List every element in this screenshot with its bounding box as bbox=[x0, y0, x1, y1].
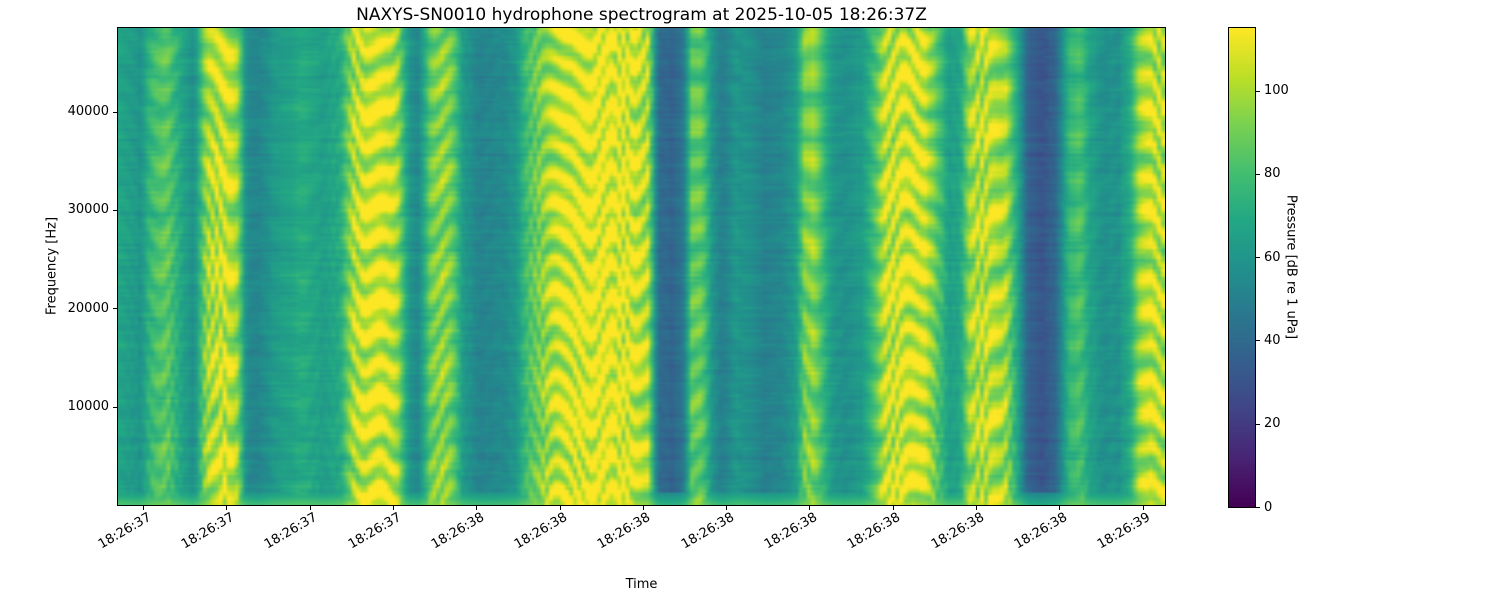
y-axis-tick bbox=[113, 209, 117, 211]
x-axis-tick bbox=[559, 506, 561, 510]
x-axis-tick bbox=[226, 506, 228, 510]
x-axis-tick bbox=[1059, 506, 1061, 510]
colorbar-label: Pressure [dB re 1 uPa] bbox=[1283, 194, 1299, 340]
y-axis-tick bbox=[113, 308, 117, 310]
y-tick-label: 20000 bbox=[67, 300, 109, 316]
x-axis-tick bbox=[726, 506, 727, 510]
x-tick-label: 18:26:38 bbox=[678, 510, 737, 553]
x-tick-label: 18:26:38 bbox=[1011, 510, 1070, 553]
colorbar-tick-label: 0 bbox=[1264, 499, 1273, 515]
colorbar-tick-label: 100 bbox=[1264, 83, 1289, 98]
y-tick-label: 40000 bbox=[67, 104, 109, 120]
x-tick-label: 18:26:38 bbox=[928, 510, 987, 553]
x-tick-label: 18:26:37 bbox=[262, 510, 321, 553]
x-axis-tick bbox=[392, 506, 394, 510]
colorbar-tick-label: 80 bbox=[1264, 166, 1281, 182]
x-tick-label: 18:26:39 bbox=[1094, 510, 1153, 553]
x-axis-tick bbox=[476, 506, 478, 510]
x-tick-label: 18:26:38 bbox=[511, 510, 570, 553]
colorbar-gradient bbox=[1229, 28, 1255, 507]
x-axis-tick bbox=[892, 506, 894, 510]
colorbar-tick bbox=[1256, 90, 1260, 92]
colorbar-tick bbox=[1256, 257, 1260, 259]
colorbar-tick bbox=[1256, 340, 1260, 342]
x-tick-label: 18:26:38 bbox=[595, 510, 654, 553]
x-axis-label: Time bbox=[625, 577, 658, 592]
plot-area bbox=[117, 27, 1166, 506]
x-axis-tick bbox=[642, 506, 644, 510]
y-tick-label: 10000 bbox=[67, 399, 109, 415]
x-axis-tick bbox=[143, 506, 144, 510]
chart-title: NAXYS-SN0010 hydrophone spectrogram at 2… bbox=[356, 5, 927, 25]
colorbar-tick-label: 60 bbox=[1264, 249, 1281, 265]
colorbar-tick bbox=[1256, 507, 1260, 508]
y-axis-tick bbox=[113, 406, 117, 408]
colorbar-tick-label: 20 bbox=[1264, 416, 1281, 432]
colorbar-tick bbox=[1256, 423, 1260, 425]
x-tick-label: 18:26:38 bbox=[845, 510, 904, 553]
colorbar bbox=[1228, 27, 1256, 508]
x-axis-tick bbox=[309, 506, 311, 510]
colorbar-tick-label: 40 bbox=[1264, 332, 1281, 348]
x-axis-tick bbox=[975, 506, 977, 510]
spectrogram-heatmap bbox=[118, 28, 1165, 505]
y-axis-tick bbox=[113, 111, 117, 113]
x-tick-label: 18:26:37 bbox=[178, 510, 237, 553]
colorbar-tick bbox=[1256, 173, 1260, 175]
y-tick-label: 30000 bbox=[67, 202, 109, 218]
x-tick-label: 18:26:38 bbox=[761, 510, 820, 553]
x-tick-label: 18:26:38 bbox=[428, 510, 487, 553]
x-tick-label: 18:26:37 bbox=[345, 510, 404, 553]
x-axis-tick bbox=[1142, 506, 1144, 510]
x-tick-label: 18:26:37 bbox=[95, 510, 154, 553]
x-axis-tick bbox=[809, 506, 811, 510]
